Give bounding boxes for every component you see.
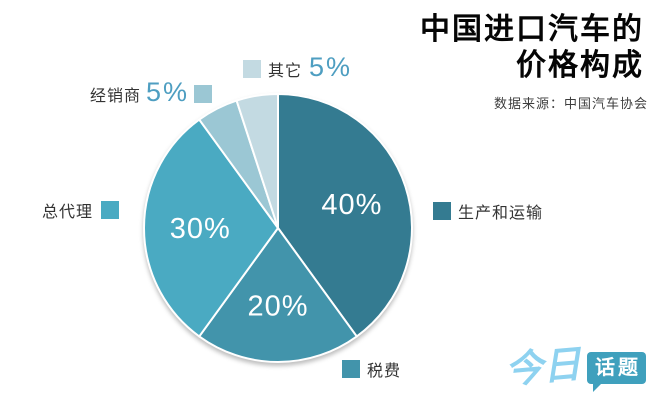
slice-percent-label-shuifei: 20%: [247, 291, 308, 323]
logo-jinri-text: 今日: [503, 343, 583, 393]
pie-chart: 40% 20% 30%: [143, 93, 413, 363]
legend-swatch-tax: [342, 360, 360, 378]
legend-label-dealer: 经销商: [90, 87, 142, 105]
legend-label-general-agent: 总代理: [42, 204, 94, 221]
legend-swatch-production-transport: [433, 202, 451, 220]
legend-swatch-general-agent: [101, 201, 120, 219]
legend-swatch-dealer: [194, 84, 213, 103]
legend-item-production-transport: 生产和运输: [433, 199, 543, 223]
title-line-1: 中国进口汽车的: [420, 13, 644, 46]
jinri-huati-logo: 今日 话题: [503, 343, 646, 393]
pie-slice-qita: [235, 93, 279, 229]
page-title: 中国进口汽车的 价格构成: [420, 12, 644, 84]
legend-label-other: 其它: [268, 62, 303, 80]
slice-percent-label-zongdaili: 30%: [170, 213, 231, 245]
legend-percent-other: 5%: [309, 52, 353, 82]
legend-item-tax: 税费: [342, 357, 401, 381]
legend-item-general-agent: 总代理: [42, 198, 120, 222]
legend-swatch-other: [243, 59, 261, 78]
legend-percent-dealer: 5%: [146, 77, 190, 107]
legend-label-production-transport: 生产和运输: [458, 205, 544, 222]
title-line-2: 价格构成: [516, 49, 644, 82]
pie-slice-shuifei: [198, 227, 358, 363]
pie-slice-zongdaili: [143, 118, 279, 338]
slice-percent-label-shengchan-he-yunshu: 40%: [321, 189, 382, 221]
legend-label-tax: 税费: [367, 363, 402, 380]
logo-huati-bubble: 话题: [587, 352, 646, 392]
legend-item-dealer: 经销商 5%: [90, 77, 213, 107]
pie-slice-shengchan-he-yunshu: [277, 93, 413, 338]
data-source-note: 数据来源：中国汽车协会: [493, 96, 648, 111]
legend-item-other: 其它 5%: [243, 52, 353, 82]
